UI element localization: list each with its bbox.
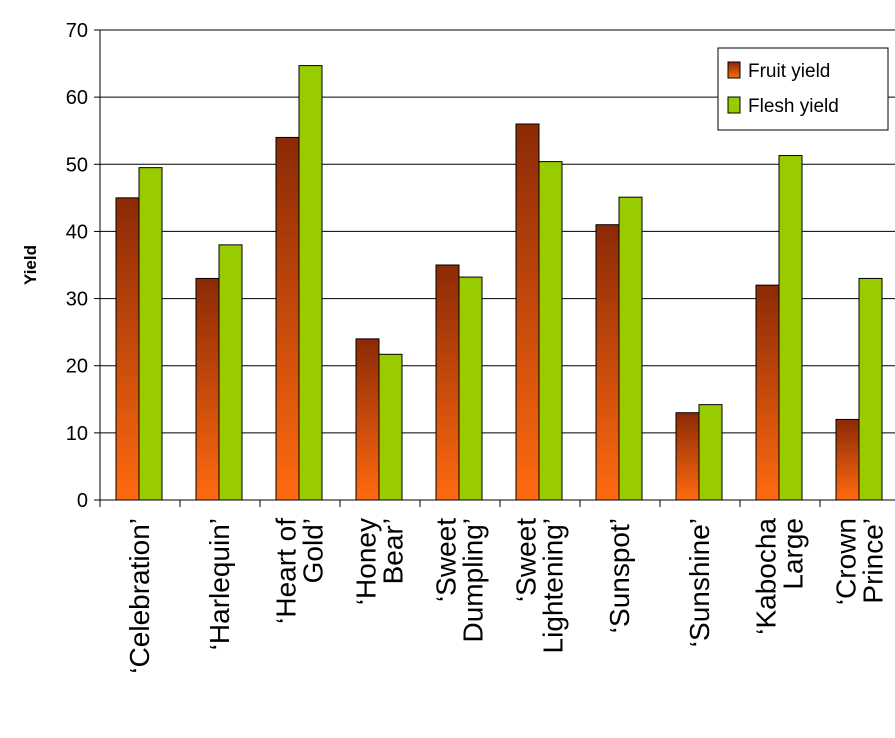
bar-flesh-yield	[138, 167, 163, 501]
bars	[115, 65, 883, 501]
bar-flesh-yield	[618, 196, 643, 501]
bar-fruit-yield	[355, 338, 380, 501]
bar-flesh-yield	[378, 353, 403, 501]
x-category-label: Large	[778, 518, 809, 590]
x-category-label: Lightening’	[538, 518, 569, 653]
x-category-label: ‘Crown	[831, 518, 862, 605]
y-tick-label: 20	[66, 356, 88, 378]
bar-flesh-yield	[218, 244, 243, 501]
bar-flesh-yield	[458, 276, 483, 501]
legend-box	[717, 47, 889, 131]
x-category-label: Prince’	[858, 518, 889, 604]
bar-flesh-yield	[698, 404, 723, 501]
x-category-label: ‘Sweet	[511, 518, 542, 602]
bar-fruit-yield	[595, 224, 620, 501]
bar-flesh-yield	[858, 277, 883, 501]
x-category-label: ‘Heart of	[271, 518, 302, 624]
x-category-label: Gold’	[298, 518, 329, 583]
x-category-label: Dumpling’	[458, 518, 489, 643]
bar-fruit-yield	[835, 418, 860, 501]
bar-fruit-yield	[435, 264, 460, 501]
axis-labels: 0 10 20 30 40 50 60 70 ‘Celebration’ ‘Harlequin’ ‘…	[66, 20, 889, 674]
x-category-label: ‘Sweet	[431, 518, 462, 602]
y-tick-label: 60	[66, 87, 88, 109]
bar-fruit-yield	[675, 412, 700, 501]
x-category-label: ‘Sunshine’	[684, 518, 715, 647]
legend-swatch	[727, 96, 741, 114]
bar-fruit-yield	[515, 123, 540, 501]
x-category-label: ‘Kabocha	[751, 518, 782, 635]
bar-flesh-yield	[538, 161, 563, 501]
legend-label: Fruit yield	[748, 61, 830, 82]
legend-swatch	[727, 61, 741, 79]
y-tick-label: 70	[66, 20, 88, 42]
x-category-label: ‘Honey	[351, 518, 382, 605]
y-tick-label: 30	[66, 289, 88, 311]
x-category-label: Bear’	[378, 518, 409, 584]
bar-fruit-yield	[275, 136, 300, 501]
bar-fruit-yield	[115, 197, 140, 501]
x-category-label: ‘Celebration’	[124, 518, 155, 674]
y-tick-label: 10	[66, 423, 88, 445]
y-tick-label: 50	[66, 154, 88, 176]
y-tick-label: 0	[77, 490, 88, 512]
bar-flesh-yield	[778, 155, 803, 501]
legend-label: Flesh yield	[748, 96, 839, 117]
axes	[94, 29, 895, 507]
y-tick-label: 40	[66, 221, 88, 243]
bar-fruit-yield	[755, 284, 780, 501]
bar-fruit-yield	[195, 277, 220, 501]
y-axis-title: Yield	[21, 245, 40, 285]
x-category-label: ‘Harlequin’	[204, 518, 235, 650]
legend: Fruit yield Flesh yield	[717, 47, 889, 131]
x-category-label: ‘Sunspot’	[604, 518, 635, 633]
bar-flesh-yield	[298, 65, 323, 501]
